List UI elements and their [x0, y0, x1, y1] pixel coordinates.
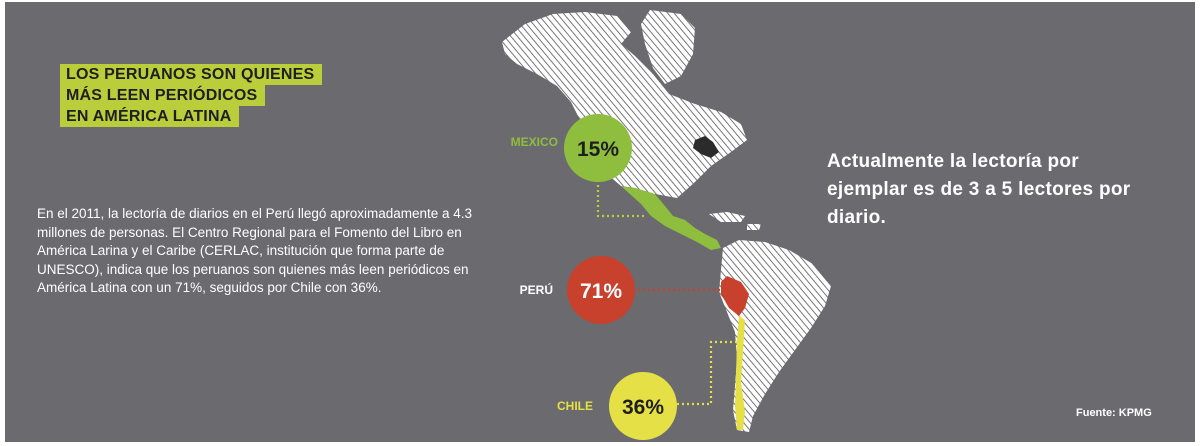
great-lakes-shape — [693, 136, 719, 158]
mexico-connector — [596, 180, 645, 218]
chile-shape — [735, 316, 745, 430]
mexico-label: MEXICO — [511, 135, 558, 149]
mexico-shape — [621, 186, 721, 250]
americas-map: 15% 71% 36% MEXICO PERÚ CHILE — [502, 10, 831, 440]
mexico-bubble — [564, 114, 632, 182]
peru-label: PERÚ — [520, 282, 553, 297]
tagline: Actualmente la lectoría por ejemplar es … — [827, 151, 1131, 228]
peru-shape — [721, 276, 749, 316]
infographic: LOS PERUANOS SON QUIENES MÁS LEEN PERIÓD… — [5, 2, 1195, 442]
chile-connector — [677, 340, 737, 406]
mexico-value: 15% — [577, 138, 619, 161]
caribbean-islands-shape — [709, 212, 761, 230]
headline-line-2: MÁS LEEN PERIÓDICOS — [60, 85, 266, 106]
intro-paragraph: En el 2011, la lectoría de diarios en el… — [37, 206, 473, 295]
chile-bubble — [609, 372, 677, 440]
chile-value: 36% — [622, 396, 664, 419]
chile-label: CHILE — [557, 399, 593, 413]
peru-value: 71% — [580, 280, 622, 303]
greenland-shape — [641, 10, 695, 84]
north-america-shape — [502, 12, 747, 198]
peru-bubble — [567, 256, 635, 324]
south-america-shape — [719, 240, 831, 432]
headline-line-1: LOS PERUANOS SON QUIENES — [60, 64, 323, 85]
headline-line-3: EN AMÉRICA LATINA — [60, 106, 240, 127]
source-note: Fuente: KPMG — [1076, 407, 1152, 419]
headline: LOS PERUANOS SON QUIENES MÁS LEEN PERIÓD… — [60, 64, 323, 127]
